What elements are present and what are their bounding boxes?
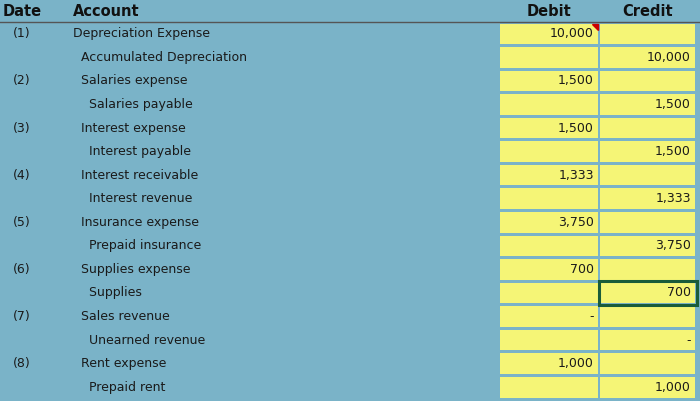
- Text: (1): (1): [13, 27, 31, 40]
- Bar: [500, 212, 598, 233]
- Text: Interest expense: Interest expense: [73, 122, 186, 134]
- Bar: [600, 71, 695, 91]
- Bar: [600, 47, 695, 68]
- Text: Depreciation Expense: Depreciation Expense: [73, 27, 210, 40]
- Text: (6): (6): [13, 263, 31, 276]
- Bar: [600, 118, 695, 138]
- Bar: [600, 188, 695, 209]
- Bar: [600, 141, 695, 162]
- Bar: [500, 94, 598, 115]
- Bar: [500, 330, 598, 350]
- Text: (2): (2): [13, 75, 31, 87]
- Bar: [500, 71, 598, 91]
- Text: 1,500: 1,500: [558, 75, 594, 87]
- Text: Supplies expense: Supplies expense: [73, 263, 190, 276]
- Text: (3): (3): [13, 122, 31, 134]
- Bar: [600, 306, 695, 327]
- Text: 1,333: 1,333: [655, 192, 691, 205]
- Bar: [500, 259, 598, 279]
- Text: Interest receivable: Interest receivable: [73, 169, 198, 182]
- Bar: [500, 353, 598, 374]
- Text: Supplies: Supplies: [73, 286, 142, 300]
- Text: 1,500: 1,500: [558, 122, 594, 134]
- Text: Date: Date: [2, 4, 41, 18]
- Text: Interest revenue: Interest revenue: [73, 192, 193, 205]
- Text: Salaries expense: Salaries expense: [73, 75, 188, 87]
- Bar: [600, 94, 695, 115]
- Bar: [600, 212, 695, 233]
- Text: Rent expense: Rent expense: [73, 357, 167, 370]
- Text: 3,750: 3,750: [558, 216, 594, 229]
- Bar: [500, 118, 598, 138]
- Bar: [500, 306, 598, 327]
- Text: Interest payable: Interest payable: [73, 145, 191, 158]
- Text: 3,750: 3,750: [655, 239, 691, 252]
- Text: Sales revenue: Sales revenue: [73, 310, 169, 323]
- Text: (5): (5): [13, 216, 31, 229]
- Text: Insurance expense: Insurance expense: [73, 216, 199, 229]
- Bar: [500, 47, 598, 68]
- Bar: [600, 353, 695, 374]
- Text: Salaries payable: Salaries payable: [73, 98, 193, 111]
- Text: 10,000: 10,000: [647, 51, 691, 64]
- Bar: [600, 165, 695, 185]
- Text: 1,500: 1,500: [655, 98, 691, 111]
- Text: 1,500: 1,500: [655, 145, 691, 158]
- Polygon shape: [592, 24, 598, 30]
- Text: 1,000: 1,000: [655, 381, 691, 394]
- Bar: [500, 188, 598, 209]
- Bar: [600, 24, 695, 44]
- Text: -: -: [589, 310, 594, 323]
- Bar: [598, 281, 696, 305]
- Text: Debit: Debit: [526, 4, 571, 18]
- Bar: [600, 377, 695, 397]
- Bar: [500, 235, 598, 256]
- Bar: [600, 330, 695, 350]
- Bar: [500, 283, 598, 303]
- Bar: [600, 259, 695, 279]
- Text: (8): (8): [13, 357, 31, 370]
- Text: (4): (4): [13, 169, 31, 182]
- Text: 700: 700: [667, 286, 691, 300]
- Text: Credit: Credit: [622, 4, 673, 18]
- Bar: [500, 377, 598, 397]
- Text: (7): (7): [13, 310, 31, 323]
- Text: Prepaid rent: Prepaid rent: [73, 381, 165, 394]
- Text: 10,000: 10,000: [550, 27, 594, 40]
- Text: Prepaid insurance: Prepaid insurance: [73, 239, 202, 252]
- Text: Unearned revenue: Unearned revenue: [73, 334, 205, 346]
- Bar: [600, 235, 695, 256]
- Bar: [600, 283, 695, 303]
- Text: -: -: [687, 334, 691, 346]
- Bar: [500, 165, 598, 185]
- Text: 1,000: 1,000: [558, 357, 594, 370]
- Text: 700: 700: [570, 263, 594, 276]
- Bar: [500, 24, 598, 44]
- Text: 1,333: 1,333: [559, 169, 594, 182]
- Text: Accumulated Depreciation: Accumulated Depreciation: [73, 51, 247, 64]
- Bar: [500, 141, 598, 162]
- Text: Account: Account: [73, 4, 139, 18]
